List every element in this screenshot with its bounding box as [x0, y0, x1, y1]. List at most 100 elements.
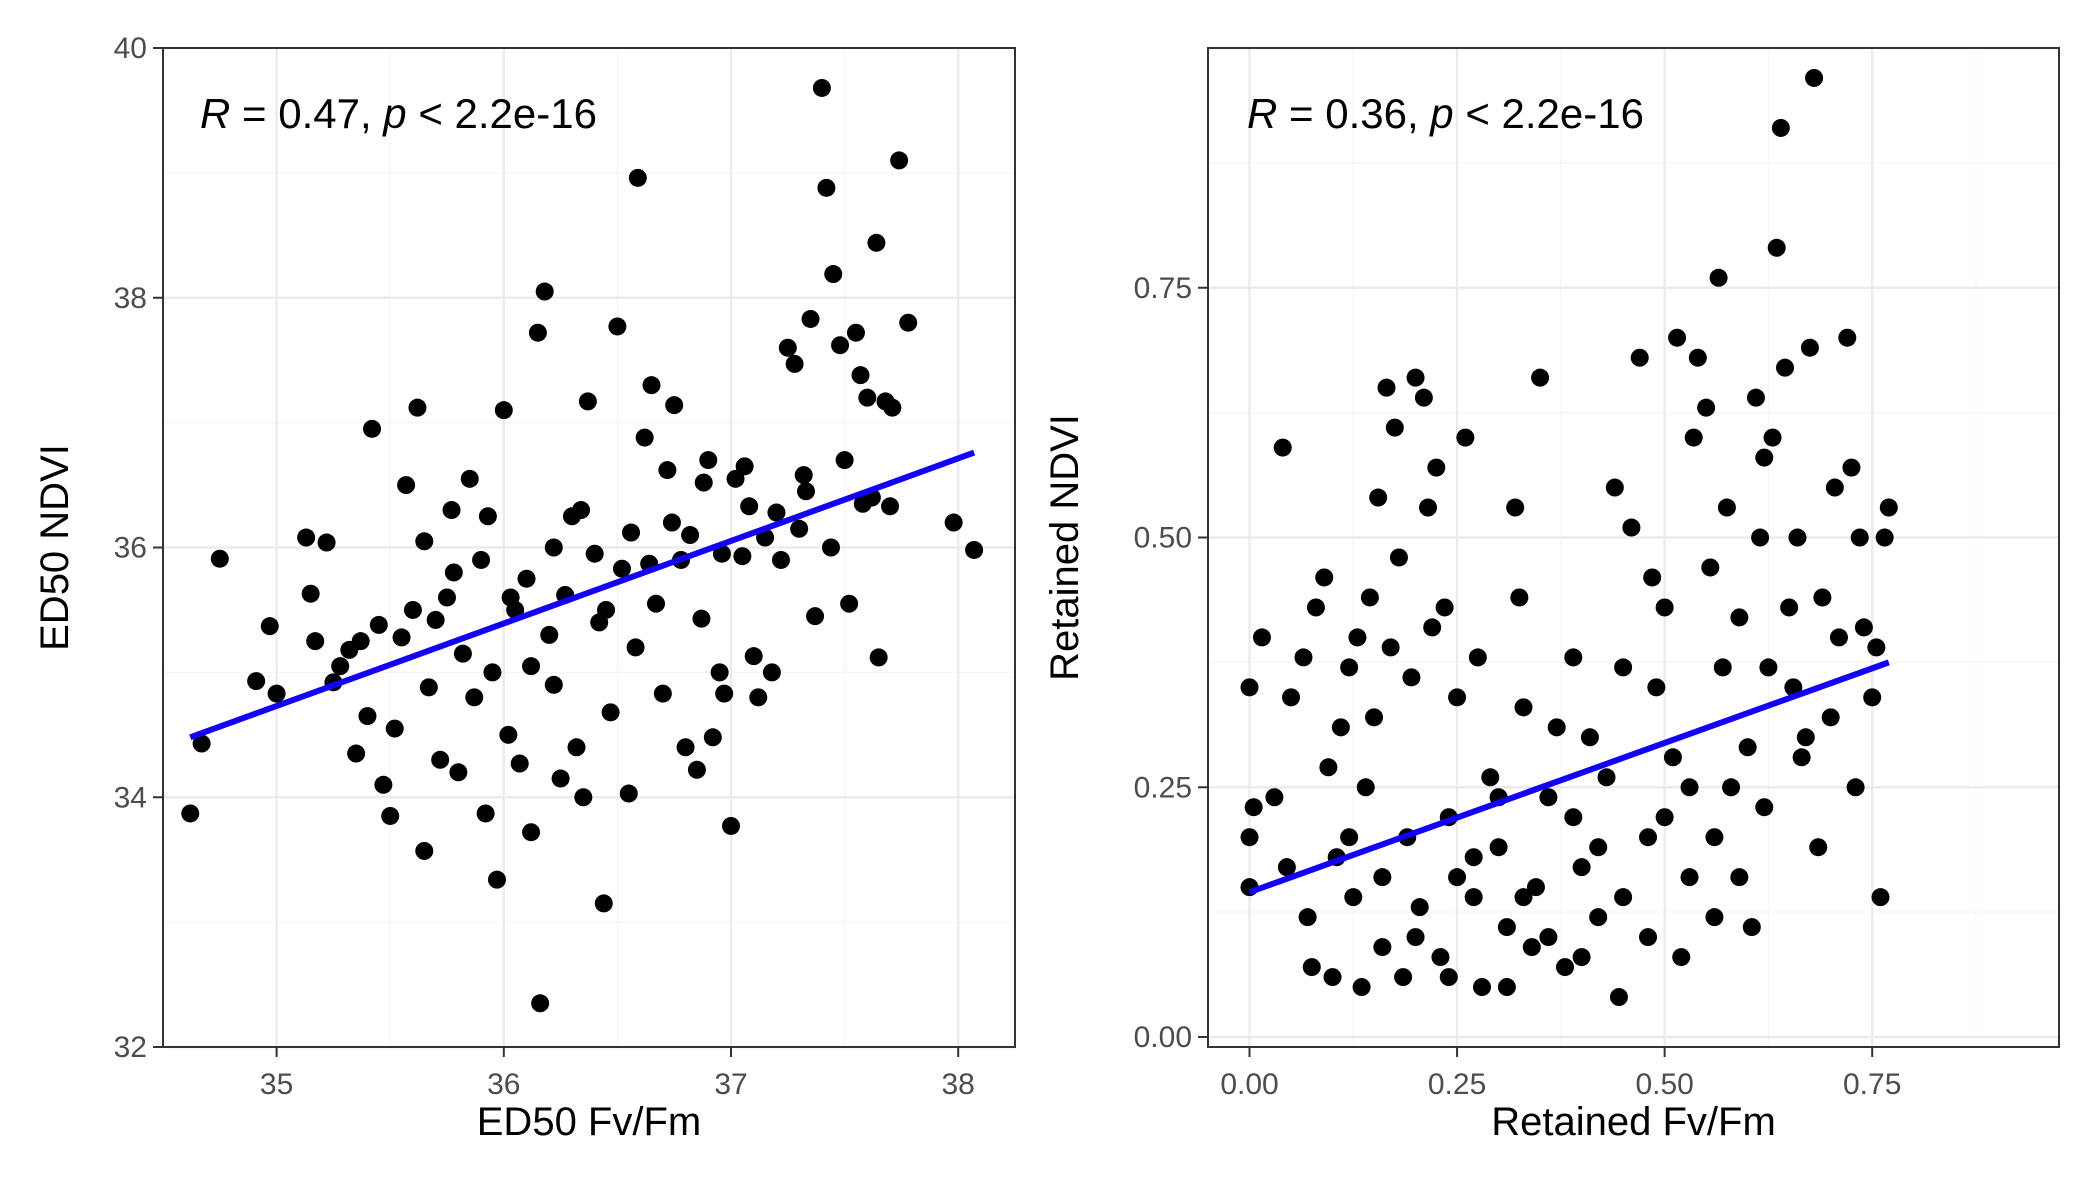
right-data-point [1572, 948, 1591, 967]
left-y-axis-title: ED50 NDVI [33, 444, 77, 651]
right-scatter-panel: 0.00 0.25 0.50 0.75 0.00 0.25 0.50 0.75 R = 0.3… [1043, 47, 2060, 1144]
left-data-point [544, 538, 563, 557]
right-data-point [1668, 328, 1687, 347]
right-data-point [1265, 788, 1284, 807]
left-data-point [574, 788, 593, 807]
right-data-point [1842, 458, 1861, 477]
left-data-point [460, 469, 479, 488]
left-data-point [301, 584, 320, 603]
left-data-point [812, 78, 831, 97]
right-data-point [1319, 758, 1338, 777]
left-data-point [260, 617, 279, 636]
left-data-point [487, 870, 506, 889]
right-x-tick-label: 0.25 [1428, 1068, 1486, 1101]
right-x-tick-label: 0.75 [1843, 1068, 1901, 1101]
right-data-point [1672, 948, 1691, 967]
left-data-point [567, 738, 586, 757]
left-data-point [192, 734, 211, 753]
left-data-point [431, 750, 450, 769]
left-data-point [628, 168, 647, 187]
left-data-point [642, 376, 661, 395]
right-data-point [1580, 728, 1599, 747]
left-data-point [478, 507, 497, 526]
left-data-points [181, 78, 984, 1013]
right-data-point [1684, 428, 1703, 447]
left-data-point [317, 533, 336, 552]
right-data-point [1547, 718, 1566, 737]
left-data-point [351, 632, 370, 651]
left-axis-ticks: 35 36 37 38 32 34 36 38 40 [114, 32, 975, 1101]
left-regression-line [189, 449, 976, 741]
left-data-point [472, 550, 491, 569]
right-data-point [1510, 588, 1529, 607]
left-data-point [944, 513, 963, 532]
left-data-point [522, 657, 541, 676]
right-data-point [1680, 868, 1699, 887]
right-data-point [1369, 488, 1388, 507]
right-x-axis-title: Retained Fv/Fm [1491, 1100, 1776, 1144]
left-data-point [438, 588, 456, 607]
right-data-point [1871, 888, 1890, 907]
right-data-point [1539, 928, 1558, 947]
right-data-point [1767, 238, 1786, 257]
right-y-axis-title: Retained NDVI [1043, 414, 1087, 681]
left-data-point [794, 466, 813, 485]
left-data-point [297, 528, 316, 547]
left-data-point [681, 526, 700, 545]
right-data-point [1448, 688, 1467, 707]
left-data-point [572, 501, 591, 520]
right-data-point [1406, 368, 1425, 387]
right-data-point [1759, 658, 1778, 677]
left-data-point [665, 396, 684, 415]
right-data-point [1867, 638, 1886, 657]
left-data-point [619, 784, 638, 803]
left-data-point [744, 647, 763, 666]
left-x-tick-label: 35 [260, 1068, 293, 1101]
right-data-point [1713, 658, 1732, 677]
right-data-point [1360, 588, 1379, 607]
left-data-point [540, 625, 559, 644]
left-x-tick-label: 38 [942, 1068, 975, 1101]
right-data-point [1788, 528, 1807, 547]
left-data-point [544, 675, 563, 694]
left-data-point [858, 388, 877, 407]
right-data-point [1730, 608, 1749, 627]
left-data-point [597, 600, 616, 619]
left-data-point [771, 550, 790, 569]
right-data-point [1419, 498, 1438, 517]
right-data-point [1564, 648, 1583, 667]
right-data-point [1697, 398, 1716, 417]
left-data-point [408, 398, 427, 417]
right-data-point [1655, 598, 1674, 617]
right-data-point [1514, 698, 1533, 717]
right-y-tick-label: 0.75 [1134, 272, 1192, 305]
right-data-point [1854, 618, 1873, 637]
right-data-point [1302, 958, 1321, 977]
left-data-point [501, 588, 520, 607]
right-data-point [1414, 388, 1433, 407]
right-data-point [1526, 878, 1545, 897]
right-data-point [1763, 428, 1782, 447]
right-data-points [1240, 68, 1898, 1007]
right-data-point [1539, 788, 1558, 807]
left-data-point [703, 728, 722, 747]
right-data-point [1394, 968, 1413, 987]
right-data-point [1805, 68, 1824, 87]
left-y-tick-label: 32 [114, 1031, 147, 1064]
left-data-point [687, 760, 706, 779]
left-data-point [247, 672, 266, 691]
right-data-point [1427, 458, 1446, 477]
left-scatter-panel: 35 36 37 38 32 34 36 38 40 R = 0.47, p < 2.2e-16… [33, 32, 1016, 1144]
right-data-point [1792, 748, 1811, 767]
right-data-point [1796, 728, 1815, 747]
right-data-point [1630, 348, 1649, 367]
right-data-point [1597, 768, 1616, 787]
left-data-point [444, 563, 463, 582]
right-y-tick-label: 0.25 [1134, 771, 1192, 804]
left-data-point [778, 338, 797, 357]
left-data-point [722, 816, 740, 835]
left-data-point [594, 894, 613, 913]
right-data-point [1331, 718, 1350, 737]
right-data-point [1522, 938, 1541, 957]
left-data-point [363, 419, 382, 438]
